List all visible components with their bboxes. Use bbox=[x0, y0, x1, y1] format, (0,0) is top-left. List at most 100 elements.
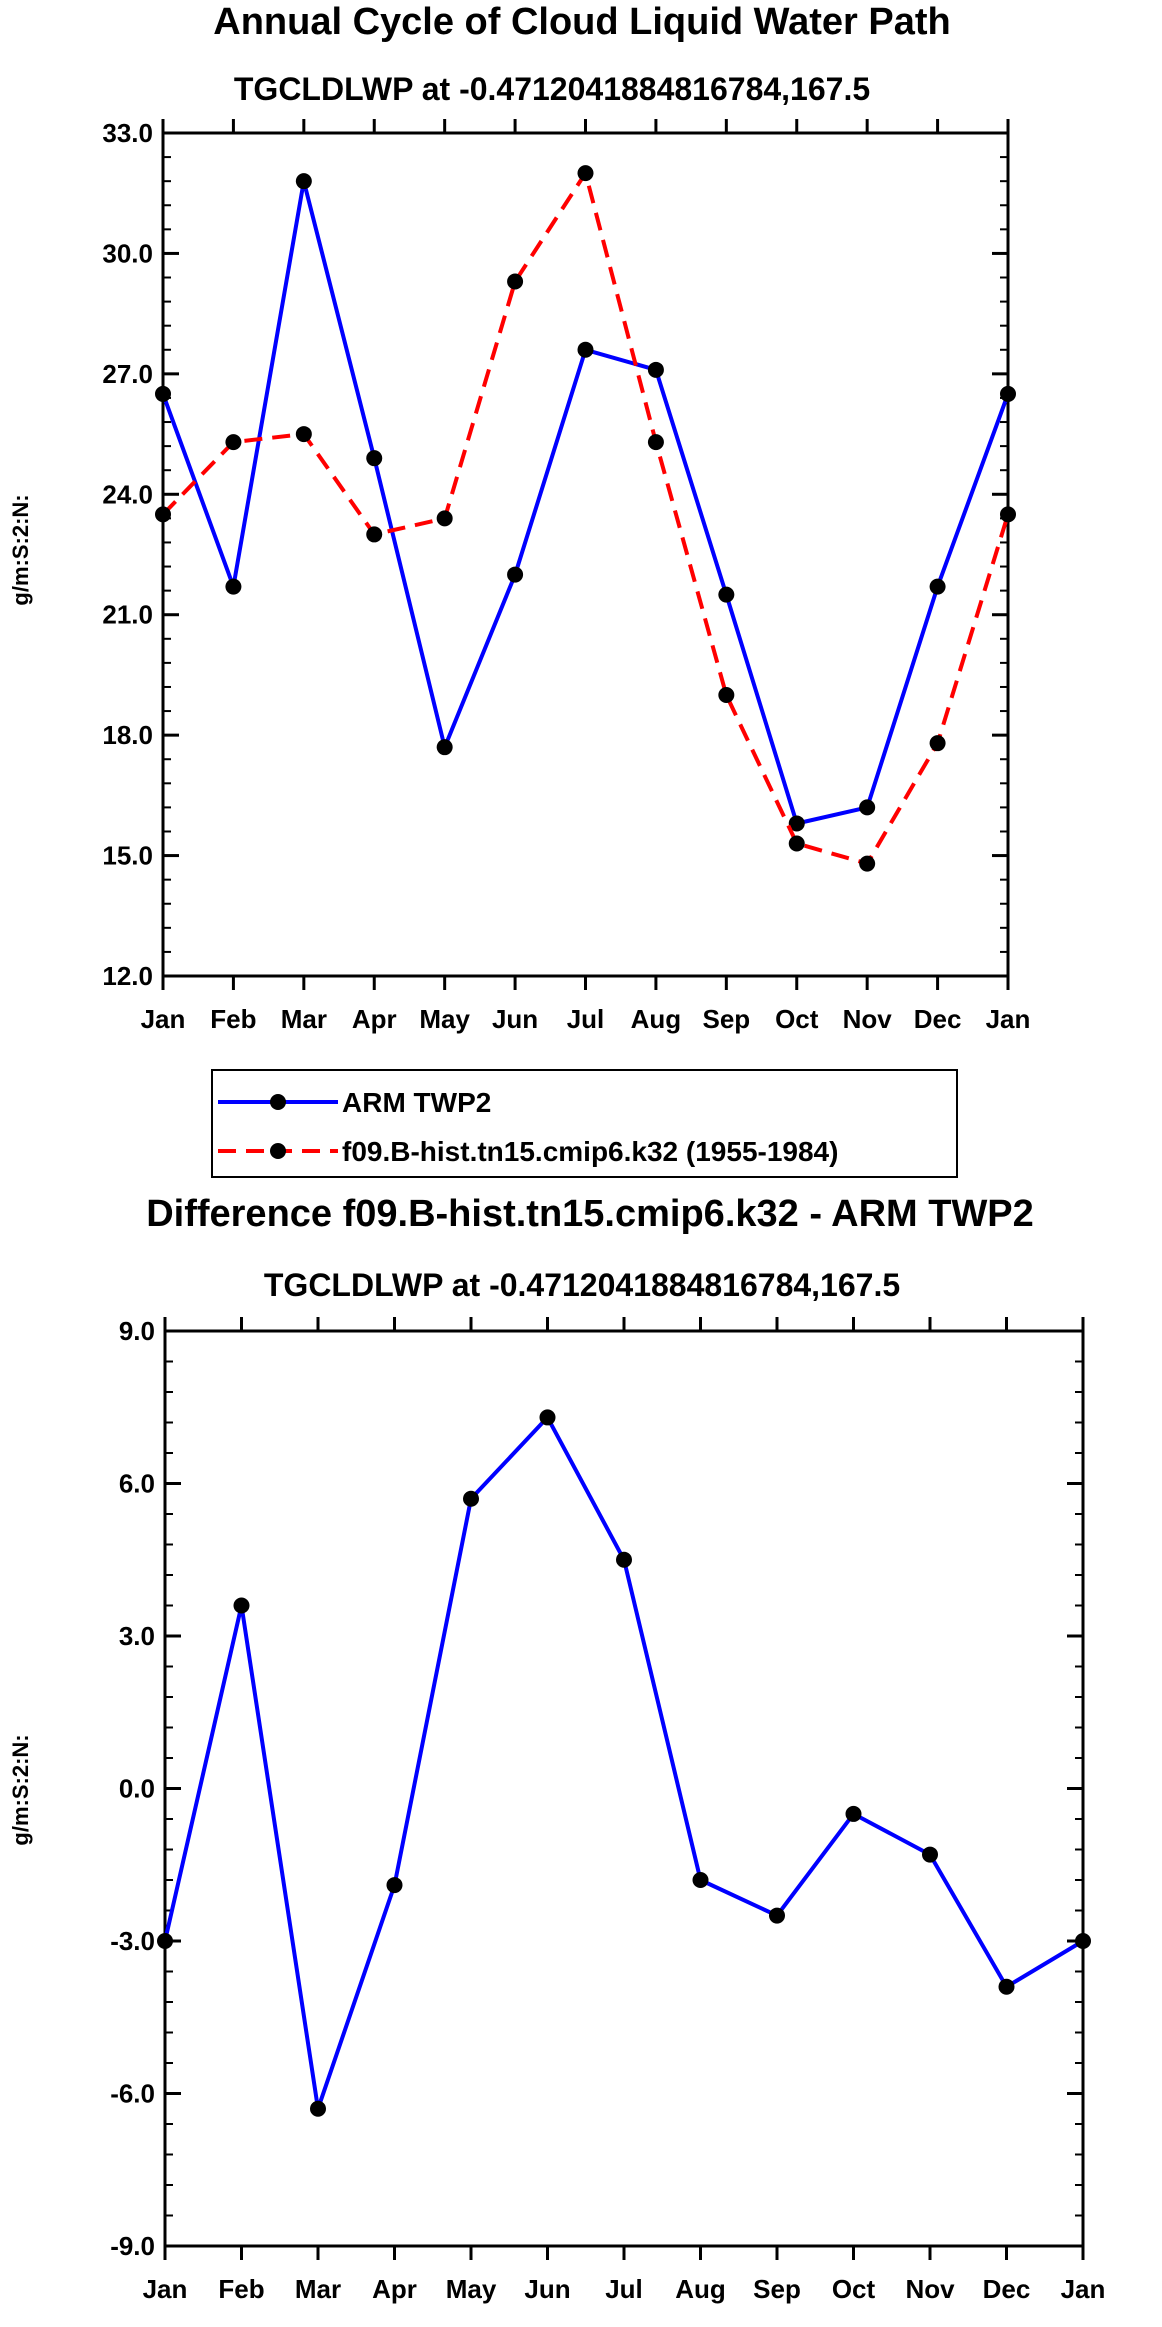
data-point bbox=[1075, 1933, 1091, 1949]
data-point bbox=[616, 1551, 632, 1568]
data-point bbox=[788, 815, 805, 832]
y-tick-label: 15.0 bbox=[102, 841, 153, 871]
legend-label-arm: ARM TWP2 bbox=[342, 1087, 491, 1118]
data-point bbox=[577, 165, 594, 182]
data-point bbox=[539, 1409, 556, 1426]
x-tick-labels: Jan Feb Mar Apr May Jun Jul Aug Sep Oct Nov Dec Jan bbox=[143, 2274, 1106, 2304]
y-axis-label: g/m:S:2:N: bbox=[8, 1734, 33, 1845]
axis-ticks bbox=[161, 119, 1010, 990]
data-point bbox=[225, 578, 242, 595]
data-point bbox=[225, 434, 242, 451]
x-tick-label: Dec bbox=[914, 1004, 962, 1034]
x-tick-label: Nov bbox=[843, 1004, 893, 1034]
x-tick-label: Sep bbox=[753, 2274, 801, 2304]
x-tick-label: Oct bbox=[775, 1004, 819, 1034]
series-group bbox=[155, 165, 1016, 872]
y-tick-label: 27.0 bbox=[102, 359, 153, 389]
x-tick-labels: Jan Feb Mar Apr May Jun Jul Aug Sep Oct Nov Dec Jan bbox=[141, 1004, 1031, 1034]
data-point bbox=[1000, 385, 1016, 402]
data-point bbox=[929, 578, 946, 595]
difference-panel: Difference f09.B-hist.tn15.cmip6.k32 - A… bbox=[8, 1193, 1105, 2304]
y-tick-label: 12.0 bbox=[102, 961, 153, 991]
data-point bbox=[386, 1877, 403, 1894]
x-tick-label: Sep bbox=[702, 1004, 750, 1034]
y-tick-labels: -9.0 -6.0 -3.0 0.0 3.0 6.0 9.0 bbox=[110, 1316, 155, 2261]
data-point bbox=[507, 273, 524, 290]
data-point bbox=[310, 2100, 326, 2117]
x-tick-label: Feb bbox=[210, 1004, 256, 1034]
data-point bbox=[718, 687, 735, 703]
chart-subtitle: TGCLDLWP at -0.4712041884816784,167.5 bbox=[234, 71, 870, 107]
x-tick-label: Jul bbox=[567, 1004, 605, 1034]
y-tick-label: -3.0 bbox=[110, 1926, 155, 1956]
y-tick-label: 0.0 bbox=[119, 1774, 155, 1804]
x-tick-label: Feb bbox=[218, 2274, 264, 2304]
series-line-0 bbox=[163, 1415, 1085, 2111]
data-point bbox=[233, 1597, 250, 1614]
legend-box bbox=[211, 1069, 958, 1178]
data-point bbox=[295, 426, 312, 443]
x-tick-label: Jan bbox=[141, 1004, 186, 1034]
y-tick-label: 33.0 bbox=[102, 118, 153, 148]
data-point bbox=[366, 450, 383, 467]
chart-title: Difference f09.B-hist.tn15.cmip6.k32 - A… bbox=[146, 1193, 1034, 1235]
data-point bbox=[366, 526, 383, 543]
y-tick-label: -6.0 bbox=[110, 2079, 155, 2109]
chart-title: Annual Cycle of Cloud Liquid Water Path bbox=[213, 1, 951, 43]
y-tick-label: 3.0 bbox=[119, 1621, 155, 1651]
x-tick-label: Apr bbox=[352, 1004, 397, 1034]
x-tick-label: May bbox=[446, 2274, 497, 2304]
x-tick-label: Apr bbox=[372, 2274, 417, 2304]
legend-label-model: f09.B-hist.tn15.cmip6.k32 (1955-1984) bbox=[342, 1136, 838, 1167]
y-tick-label: 30.0 bbox=[102, 238, 153, 268]
annual-cycle-panel: Annual Cycle of Cloud Liquid Water Path … bbox=[8, 1, 1030, 1034]
data-point bbox=[788, 835, 805, 852]
data-point bbox=[998, 1978, 1015, 1995]
x-tick-label: Oct bbox=[832, 2274, 876, 2304]
data-point bbox=[922, 1846, 938, 1863]
x-tick-label: Jan bbox=[1061, 2274, 1106, 2304]
data-point bbox=[157, 1933, 173, 1949]
y-tick-label: 9.0 bbox=[119, 1316, 155, 1346]
data-point bbox=[155, 385, 171, 402]
y-tick-label: -9.0 bbox=[110, 2231, 155, 2261]
data-point bbox=[577, 341, 594, 358]
data-point bbox=[436, 739, 453, 756]
data-point bbox=[692, 1872, 709, 1888]
x-tick-label: Mar bbox=[295, 2274, 341, 2304]
series-group bbox=[157, 1409, 1091, 2117]
data-point bbox=[507, 566, 524, 583]
y-tick-label: 21.0 bbox=[102, 600, 153, 630]
legend-marker-model bbox=[270, 1143, 286, 1159]
data-point bbox=[769, 1907, 785, 1924]
data-point bbox=[1000, 506, 1016, 523]
data-point bbox=[929, 735, 946, 752]
axis-ticks bbox=[163, 1317, 1085, 2260]
data-point bbox=[647, 434, 664, 451]
x-tick-label: Dec bbox=[983, 2274, 1031, 2304]
data-point bbox=[647, 361, 664, 378]
x-tick-label: Jan bbox=[143, 2274, 188, 2304]
data-point bbox=[436, 510, 453, 527]
y-tick-label: 6.0 bbox=[119, 1469, 155, 1499]
data-point bbox=[295, 173, 312, 190]
data-point bbox=[155, 506, 171, 523]
x-tick-label: Jun bbox=[524, 2274, 570, 2304]
x-tick-label: Jul bbox=[605, 2274, 643, 2304]
x-tick-label: May bbox=[419, 1004, 470, 1034]
data-point bbox=[859, 855, 876, 872]
x-tick-label: Jan bbox=[986, 1004, 1031, 1034]
x-tick-label: Jun bbox=[492, 1004, 538, 1034]
y-tick-label: 24.0 bbox=[102, 479, 153, 509]
data-point bbox=[859, 799, 876, 816]
chart-subtitle: TGCLDLWP at -0.4712041884816784,167.5 bbox=[264, 1267, 900, 1303]
data-point bbox=[718, 586, 735, 603]
series-line-0 bbox=[161, 179, 1010, 826]
legend: ARM TWP2 f09.B-hist.tn15.cmip6.k32 (1955… bbox=[211, 1069, 958, 1178]
x-tick-label: Nov bbox=[905, 2274, 955, 2304]
y-axis-label: g/m:S:2:N: bbox=[8, 494, 33, 605]
x-tick-label: Mar bbox=[281, 1004, 327, 1034]
data-point bbox=[463, 1490, 479, 1507]
y-tick-label: 18.0 bbox=[102, 720, 153, 750]
